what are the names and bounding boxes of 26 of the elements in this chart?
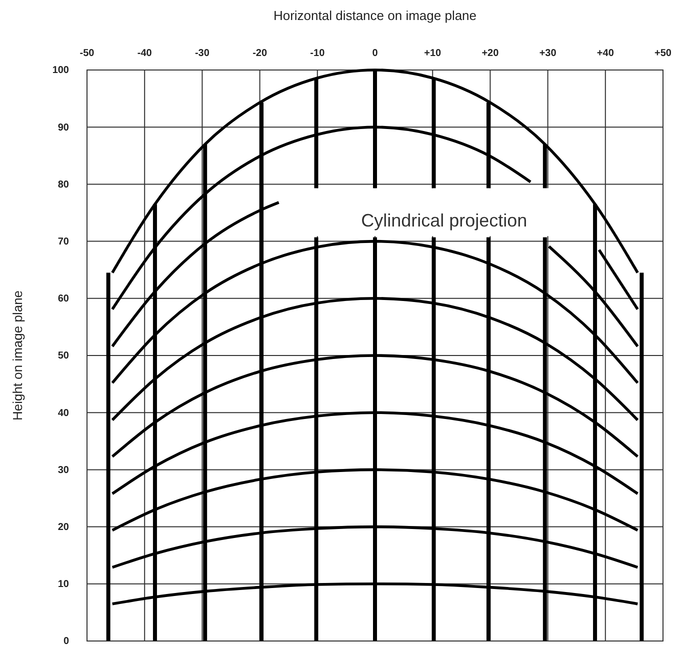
- y-tick-label: 20: [58, 522, 70, 533]
- y-tick-label: 30: [58, 464, 70, 476]
- x-tick-label: +30: [539, 48, 557, 59]
- x-tick-label: 0: [372, 48, 378, 59]
- x-tick-label: +40: [596, 48, 614, 59]
- x-tick-label: +50: [654, 48, 672, 59]
- x-tick-label: -10: [310, 48, 326, 59]
- y-tick-label: 40: [58, 408, 70, 419]
- y-tick-label: 50: [58, 350, 70, 362]
- y-axis-title: Height on image plane: [10, 290, 25, 421]
- annotation: Cylindrical projection: [361, 210, 528, 230]
- y-tick-label: 70: [58, 236, 70, 248]
- y-tick-label: 100: [52, 65, 70, 76]
- y-tick-label: 90: [58, 122, 70, 134]
- bar: [542, 144, 547, 188]
- x-tick-label: -30: [194, 48, 210, 59]
- y-tick-label: 0: [63, 636, 70, 648]
- y-tick-label: 10: [58, 579, 70, 590]
- x-tick-label: -20: [252, 48, 268, 59]
- y-tick-label: 60: [58, 294, 70, 305]
- x-axis-title: Horizontal distance on image plane: [273, 8, 477, 23]
- x-tick-label: -40: [137, 48, 152, 59]
- x-tick-label: -50: [80, 48, 95, 59]
- x-tick-label: +20: [482, 48, 500, 59]
- x-tick-label: +10: [424, 48, 442, 59]
- y-tick-label: 80: [58, 179, 70, 190]
